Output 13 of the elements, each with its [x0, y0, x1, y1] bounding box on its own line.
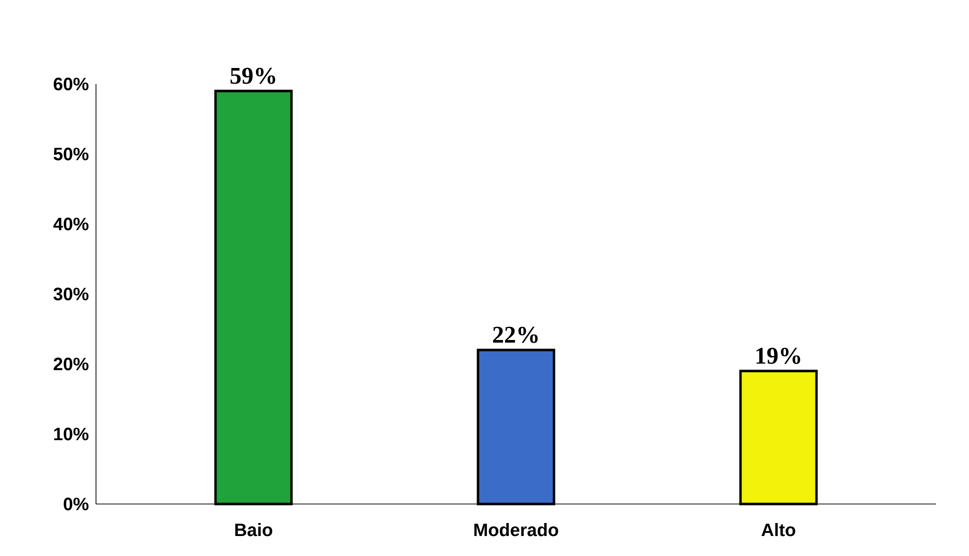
x-tick-label: Alto — [762, 523, 796, 536]
y-tick-label: 30% — [53, 288, 88, 300]
y-tick-label: 10% — [54, 428, 88, 440]
x-tick-label: Baio — [235, 523, 272, 536]
data-label: 22% — [493, 326, 538, 343]
y-tick-label: 50% — [54, 148, 88, 160]
y-tick-label: 0% — [64, 498, 88, 510]
data-label: 59% — [230, 68, 276, 84]
data-label: 19% — [756, 348, 800, 364]
y-tick-label: 20% — [54, 358, 88, 370]
y-tick-label: 60% — [54, 78, 88, 90]
y-tick-label: 40% — [53, 218, 88, 230]
x-tick-label: Moderado — [474, 523, 558, 536]
